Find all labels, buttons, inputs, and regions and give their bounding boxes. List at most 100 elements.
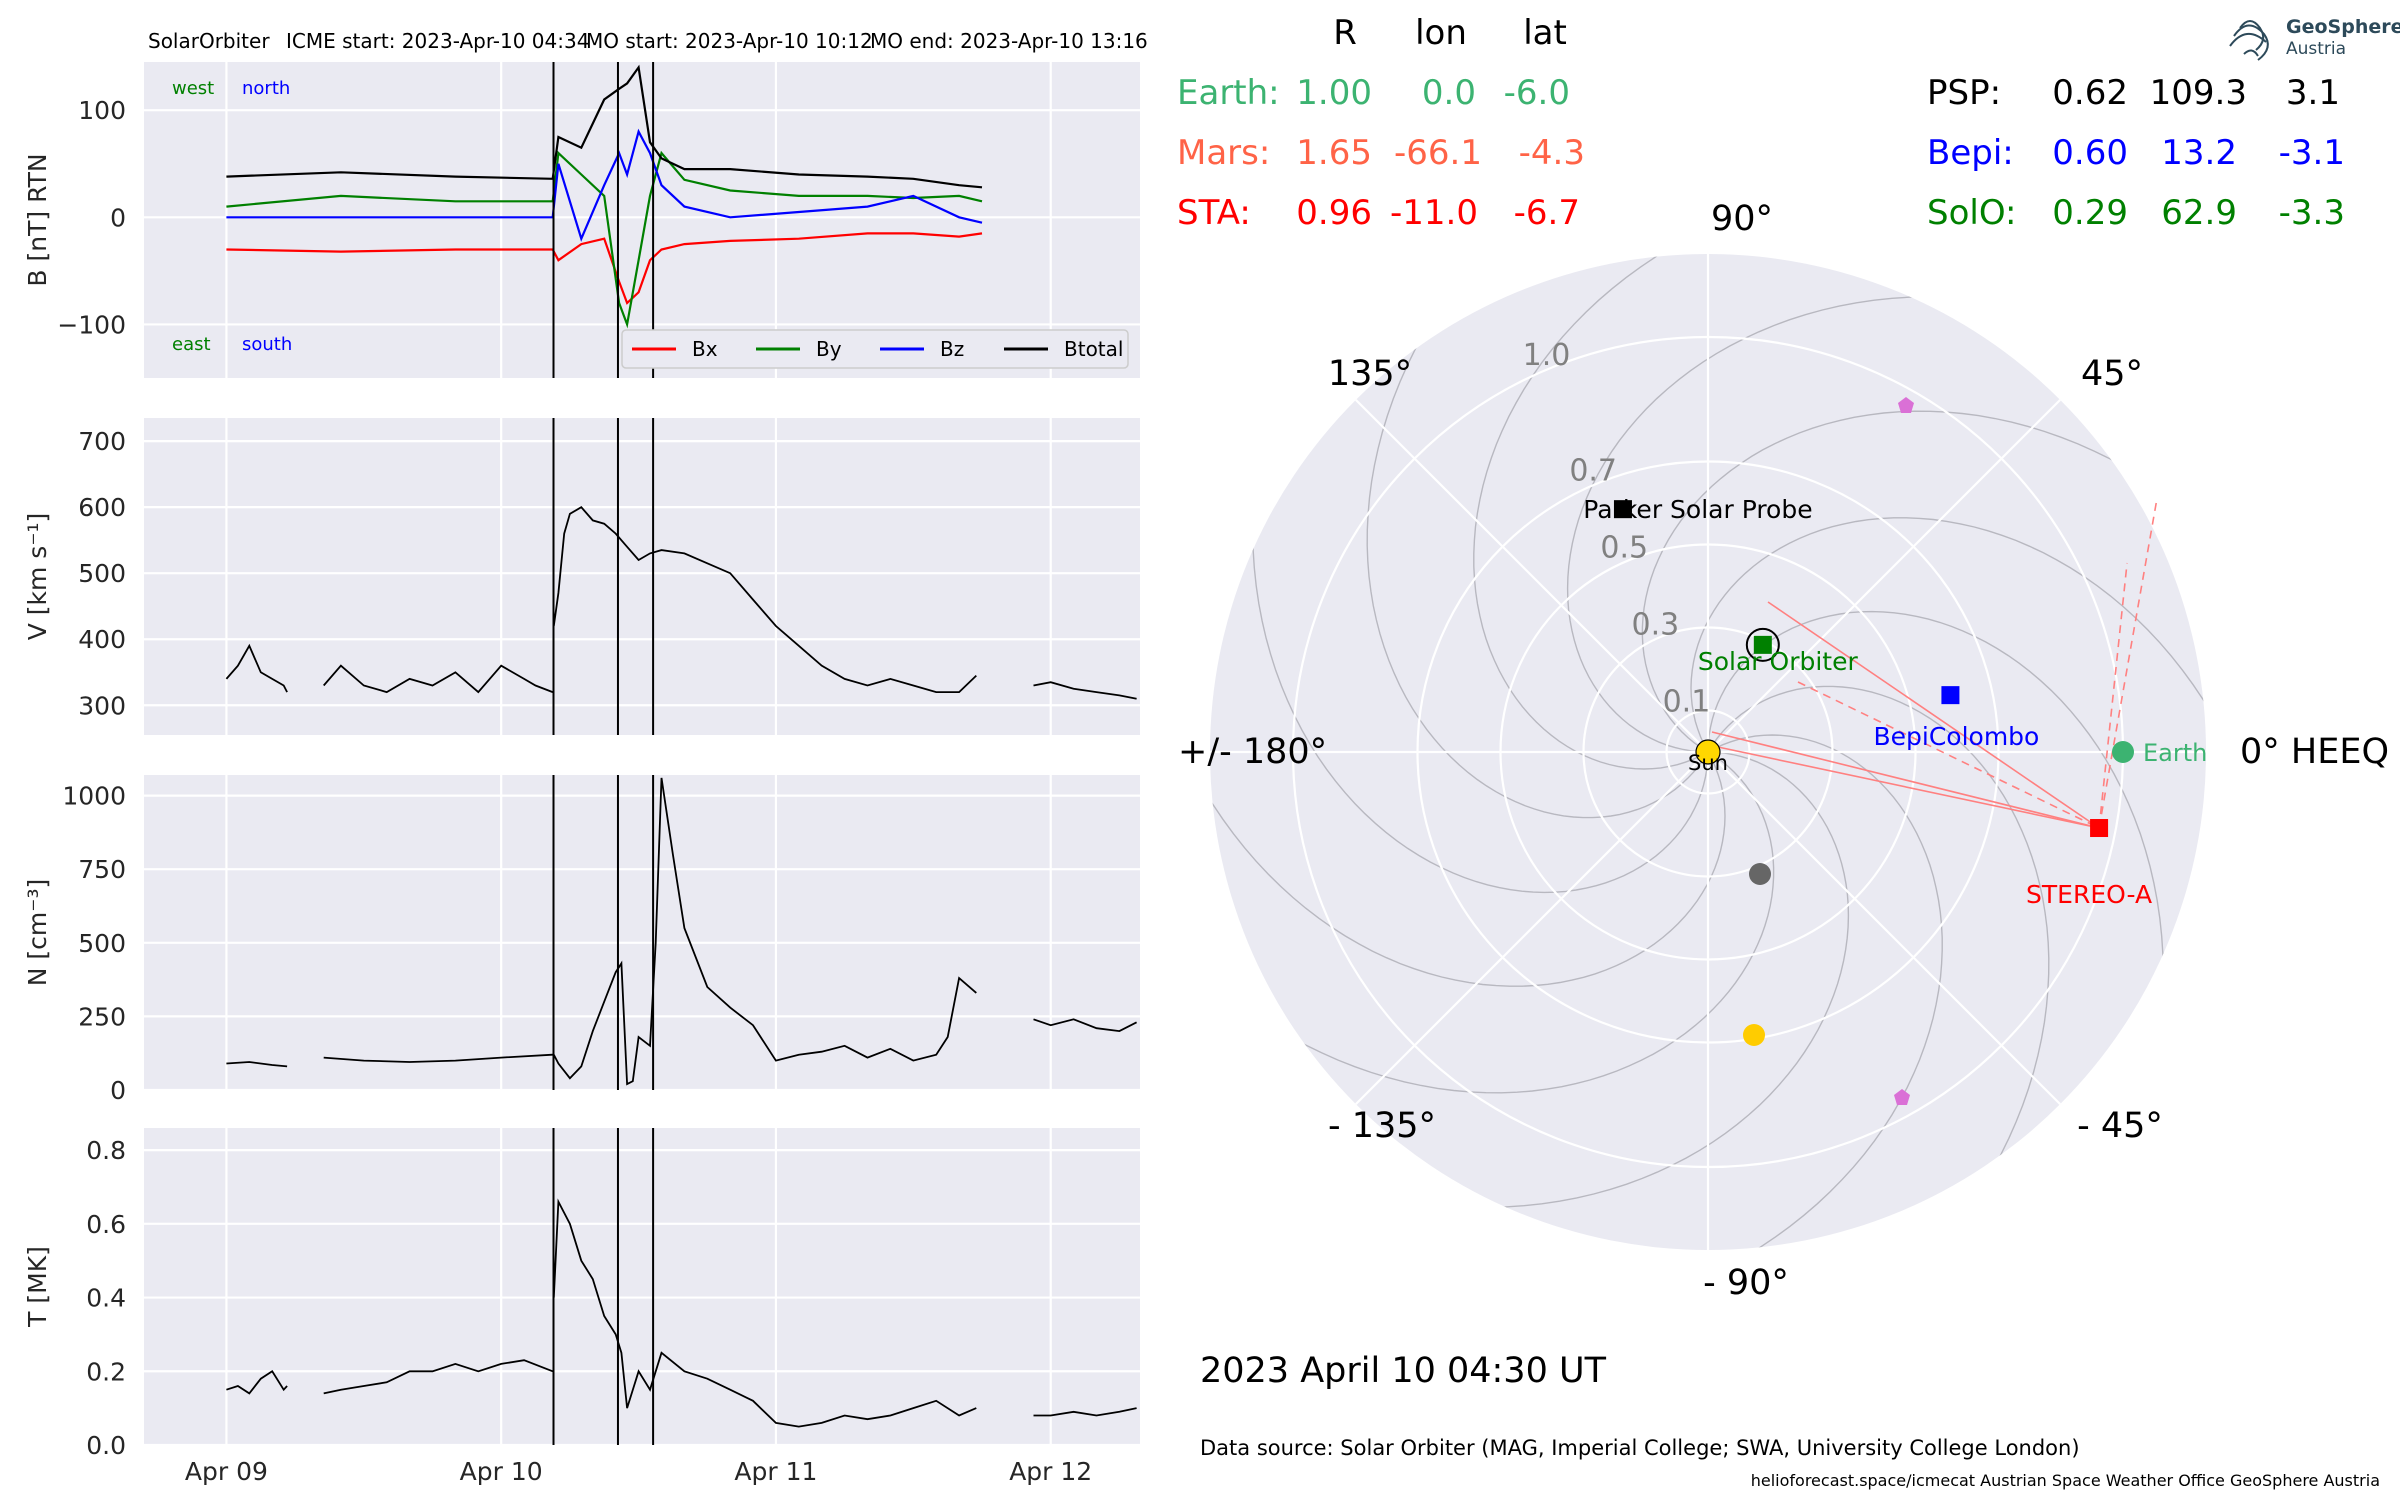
x-tick-label: Apr 12 (1009, 1457, 1092, 1486)
table-row-psp: PSP: 0.62 109.3 3.1 (1927, 73, 2340, 113)
y-tick-label: 750 (78, 855, 126, 884)
x-tick-label: Apr 10 (460, 1457, 543, 1486)
cme-line (1711, 731, 2100, 829)
stereo-a-marker (2090, 819, 2109, 838)
table-row-mars: Mars: 1.65 -66.1 -4.3 (1177, 133, 1585, 173)
credits: helioforecast.space/icmecat Austrian Spa… (1751, 1471, 2380, 1490)
header-icme-start: ICME start: 2023-Apr-10 04:34 (286, 29, 589, 53)
row-r: 0.29 (2052, 193, 2128, 233)
row-lat: -3.1 (2279, 133, 2345, 173)
angular-gridline (1355, 751, 1709, 1105)
row-lon: 109.3 (2150, 73, 2247, 113)
row-lat: 3.1 (2286, 73, 2340, 113)
header-line: SolarOrbiter ICME start: 2023-Apr-10 04:… (148, 29, 1148, 53)
y-axis-label: V [km s⁻¹] (23, 513, 52, 641)
psp-label: Parker Solar Probe (1583, 495, 1812, 524)
y-tick-label: 0.0 (86, 1431, 126, 1460)
angular-gridline (1707, 399, 2061, 753)
legend-label-bz: Bz (940, 337, 964, 361)
panel-background (144, 1128, 1140, 1445)
solo-ring (1745, 627, 1780, 662)
table-row-sta: STA: 0.96 -11.0 -6.7 (1177, 193, 1580, 233)
west-label: west (172, 78, 214, 99)
legend-label-by: By (816, 337, 842, 361)
table-row-bepi: Bepi: 0.60 13.2 -3.1 (1927, 133, 2345, 173)
bepi-label: BepiColombo (1873, 722, 2039, 751)
series-line-segment (226, 1370, 288, 1395)
row-lon: -66.1 (1394, 133, 1482, 173)
y-tick-label: 500 (78, 559, 126, 588)
cme-line (1767, 601, 2100, 829)
panel-4: 0.0 0.2 0.4 0.6 0.8 T [MK] Apr 09 Apr 10 Apr 11 A… (23, 1128, 1140, 1486)
table-header-lat: lat (1523, 13, 1567, 53)
row-r: 1.00 (1296, 73, 1372, 113)
row-name: Earth: (1177, 73, 1280, 113)
cme-line-dashed (2098, 562, 2128, 829)
y-tick-label: 1000 (62, 782, 126, 811)
series-line-segment (553, 777, 977, 1086)
row-name: Bepi: (1927, 133, 2014, 173)
y-tick-label: 700 (78, 427, 126, 456)
legend-label-bx: Bx (692, 337, 718, 361)
series-line-segment (323, 664, 554, 694)
series-line-segment (323, 1359, 554, 1395)
polar-orbit-plot: 0.1 0.3 0.5 0.7 1.0 90° 45° 135° +/- 180° 0° HEEQ… (1178, 199, 2389, 1303)
panel-background (144, 418, 1140, 735)
panel-1: −100 0 100 B [nT] RTN (23, 62, 1140, 378)
north-label: north (242, 78, 290, 99)
psp-marker (1613, 500, 1632, 519)
series-line-segment (323, 1053, 553, 1063)
cme-line (1717, 746, 2100, 829)
series-line-segment (1033, 681, 1137, 700)
venus-marker (1749, 863, 1771, 885)
angular-gridline (1707, 751, 2061, 1105)
east-label: east (172, 334, 211, 355)
sun-label: Sun (1688, 751, 1728, 775)
y-tick-label: 600 (78, 493, 126, 522)
row-r: 1.65 (1296, 133, 1372, 173)
row-name: Mars: (1177, 133, 1270, 173)
comet-marker (1898, 397, 1914, 413)
y-tick-label: 0 (110, 203, 126, 232)
panel-2: 300 400 500 600 700 V [km s⁻¹] (23, 418, 1140, 735)
series-line-segment (225, 643, 288, 693)
header-mo-start: MO start: 2023-Apr-10 10:12 (586, 29, 873, 53)
y-tick-label: 0.2 (86, 1357, 126, 1386)
legend-box (621, 329, 1129, 369)
y-axis-label: B [nT] RTN (23, 153, 52, 286)
y-tick-label: 0.8 (86, 1136, 126, 1165)
y-tick-label: 500 (78, 929, 126, 958)
y-tick-label: 0 (110, 1076, 126, 1105)
legend: Bx By Bz Btotal (621, 329, 1129, 369)
timeseries-panels: −100 0 100 B [nT] RTN 300 400 500 600 700 V [km s… (23, 62, 1140, 1486)
y-tick-label: 300 (78, 691, 126, 720)
table-header-lon: lon (1415, 13, 1467, 53)
header-mo-end: MO end: 2023-Apr-10 13:16 (870, 29, 1148, 53)
mercury-marker (1743, 1024, 1765, 1046)
y-axis-label: N [cm⁻³] (23, 879, 52, 986)
row-name: SolO: (1927, 193, 2016, 233)
positions-table: R lon lat Earth: 1.00 0.0 -6.0 Mars: 1.6… (1177, 13, 2345, 233)
row-lat: -4.3 (1519, 133, 1585, 173)
panel-background (144, 775, 1140, 1090)
x-tick-label: Apr 11 (734, 1457, 817, 1486)
comet-marker (1894, 1089, 1910, 1105)
earth-marker (2112, 741, 2134, 763)
angle-label: 90° (1711, 199, 1773, 239)
table-header-r: R (1333, 13, 1357, 53)
angular-gridline (1355, 399, 1709, 753)
plot-date: 2023 April 10 04:30 UT (1200, 1351, 1607, 1391)
row-lat: -3.3 (2279, 193, 2345, 233)
row-lat: -6.7 (1514, 193, 1580, 233)
row-lon: 62.9 (2161, 193, 2237, 233)
y-tick-label: 100 (78, 96, 126, 125)
angle-label: - 90° (1703, 1263, 1789, 1303)
solo-marker (1753, 635, 1772, 654)
logo-text-sub: Austria (2286, 39, 2346, 59)
row-lon: 13.2 (2161, 133, 2237, 173)
y-tick-label: 250 (78, 1002, 126, 1031)
field-direction-annotations: west north east south (172, 78, 292, 355)
radial-tick-label: 0.3 (1632, 608, 1680, 643)
y-tick-label: 0.6 (86, 1210, 126, 1239)
